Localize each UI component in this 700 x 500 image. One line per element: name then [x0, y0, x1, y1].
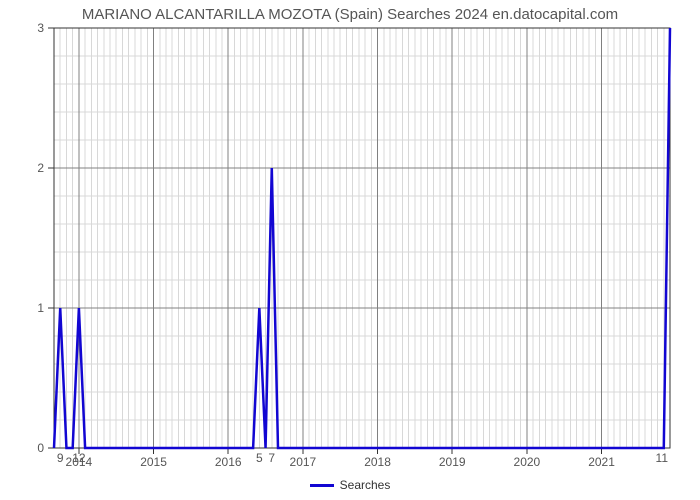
x-tick-label: 2016: [215, 455, 242, 469]
x-tick-label: 2019: [439, 455, 466, 469]
data-point-label: 7: [268, 451, 275, 465]
y-tick-label: 1: [37, 301, 44, 315]
data-point-label: 5: [256, 451, 263, 465]
x-tick-label: 2021: [588, 455, 615, 469]
y-tick-label: 0: [37, 441, 44, 455]
line-chart: 0123201420152016201720182019202020219125…: [0, 0, 700, 500]
data-point-label: 11: [656, 451, 669, 465]
y-tick-label: 2: [37, 161, 44, 175]
y-tick-label: 3: [37, 21, 44, 35]
x-tick-label: 2020: [514, 455, 541, 469]
x-tick-label: 2015: [140, 455, 167, 469]
data-point-label: 12: [72, 451, 86, 465]
legend-swatch: [310, 484, 334, 487]
data-point-label: 9: [57, 451, 64, 465]
x-tick-label: 2018: [364, 455, 391, 469]
x-tick-label: 2017: [290, 455, 317, 469]
chart-legend: Searches: [0, 478, 700, 492]
legend-label: Searches: [340, 478, 391, 492]
